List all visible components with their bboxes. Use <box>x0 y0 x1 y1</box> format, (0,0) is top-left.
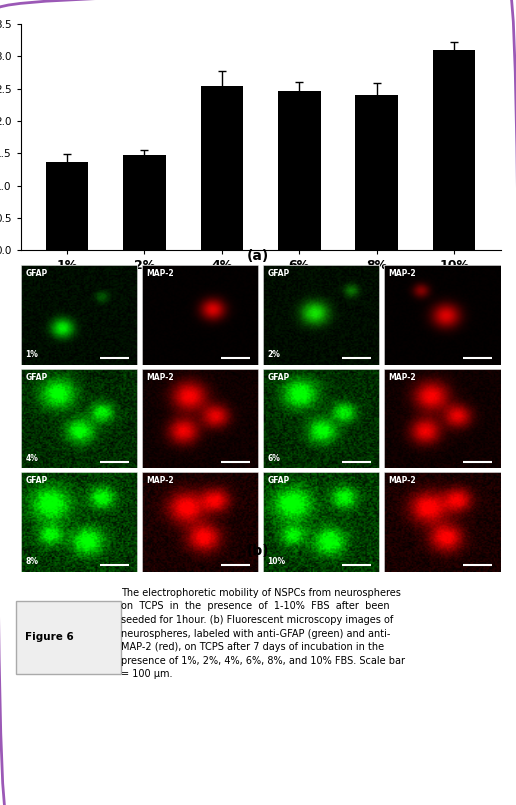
Bar <box>356 95 398 250</box>
Text: GFAP: GFAP <box>268 477 290 485</box>
Bar <box>278 91 320 250</box>
Text: MAP-2: MAP-2 <box>389 373 416 382</box>
FancyBboxPatch shape <box>16 601 121 674</box>
Text: GFAP: GFAP <box>25 477 47 485</box>
Text: 2%: 2% <box>268 350 280 359</box>
Text: GFAP: GFAP <box>268 269 290 278</box>
Text: The electrophoretic mobility of NSPCs from neurospheres
on  TCPS  in  the  prese: The electrophoretic mobility of NSPCs fr… <box>121 588 406 679</box>
Text: GFAP: GFAP <box>25 269 47 278</box>
Bar <box>201 85 243 250</box>
Text: 10%: 10% <box>268 557 286 566</box>
Text: (b): (b) <box>247 544 269 559</box>
Text: 4%: 4% <box>25 453 38 463</box>
Text: 1%: 1% <box>25 350 38 359</box>
Bar <box>433 50 475 250</box>
Text: MAP-2: MAP-2 <box>389 477 416 485</box>
Bar <box>46 162 88 250</box>
Text: 8%: 8% <box>25 557 38 566</box>
Bar <box>123 155 166 250</box>
Text: MAP-2: MAP-2 <box>147 477 174 485</box>
Text: 6%: 6% <box>268 453 280 463</box>
Text: GFAP: GFAP <box>268 373 290 382</box>
Text: GFAP: GFAP <box>25 373 47 382</box>
Text: MAP-2: MAP-2 <box>147 373 174 382</box>
Text: Figure 6: Figure 6 <box>25 633 74 642</box>
Text: (a): (a) <box>247 249 269 263</box>
Text: MAP-2: MAP-2 <box>389 269 416 278</box>
Text: MAP-2: MAP-2 <box>147 269 174 278</box>
